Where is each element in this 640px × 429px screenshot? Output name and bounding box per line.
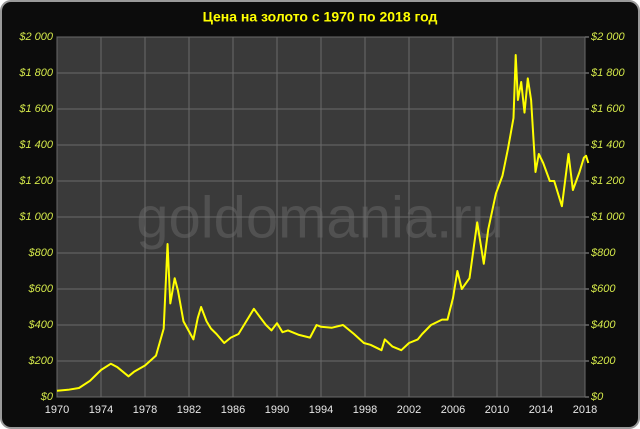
y2-tick-label: $2 000: [590, 31, 626, 43]
y2-tick-label: $600: [590, 283, 616, 295]
chart-title: Цена на золото с 1970 по 2018 год: [203, 9, 438, 25]
y-tick-label: $2 000: [18, 31, 54, 43]
x-tick-label: 1994: [309, 404, 333, 416]
y-tick-label: $1 800: [18, 67, 54, 79]
x-tick-label: 2014: [529, 404, 553, 416]
x-tick-label: 1986: [221, 404, 245, 416]
y2-tick-label: $1 400: [590, 139, 626, 151]
y2-tick-label: $400: [590, 319, 616, 331]
watermark: goldomania.ru: [136, 185, 504, 250]
x-tick-label: 1990: [265, 404, 289, 416]
y-tick-label: $1 600: [18, 103, 54, 115]
x-tick-label: 1978: [133, 404, 157, 416]
y2-tick-label: $1 200: [590, 175, 626, 187]
x-tick-label: 1974: [89, 404, 113, 416]
x-tick-label: 2002: [397, 404, 421, 416]
y2-tick-label: $200: [590, 355, 616, 367]
y-tick-label: $200: [28, 355, 54, 367]
y2-tick-label: $1 800: [590, 67, 626, 79]
y2-tick-label: $1 600: [590, 103, 626, 115]
y-tick-label: $1 000: [18, 211, 54, 223]
x-tick-label: 2010: [485, 404, 509, 416]
y2-tick-label: $0: [590, 391, 604, 403]
y-tick-label: $0: [40, 391, 54, 403]
y-tick-label: $400: [28, 319, 54, 331]
x-tick-label: 1998: [353, 404, 377, 416]
x-tick-label: 1982: [177, 404, 201, 416]
x-tick-label: 2006: [441, 404, 465, 416]
y-tick-label: $600: [28, 283, 54, 295]
y-tick-label: $1 400: [18, 139, 54, 151]
x-tick-label: 1970: [45, 404, 69, 416]
y2-tick-label: $800: [590, 247, 616, 259]
x-tick-label: 2018: [573, 404, 597, 416]
y2-tick-label: $1 000: [590, 211, 626, 223]
y-tick-label: $1 200: [18, 175, 54, 187]
price-line: [56, 54, 590, 392]
y-tick-label: $800: [28, 247, 54, 259]
